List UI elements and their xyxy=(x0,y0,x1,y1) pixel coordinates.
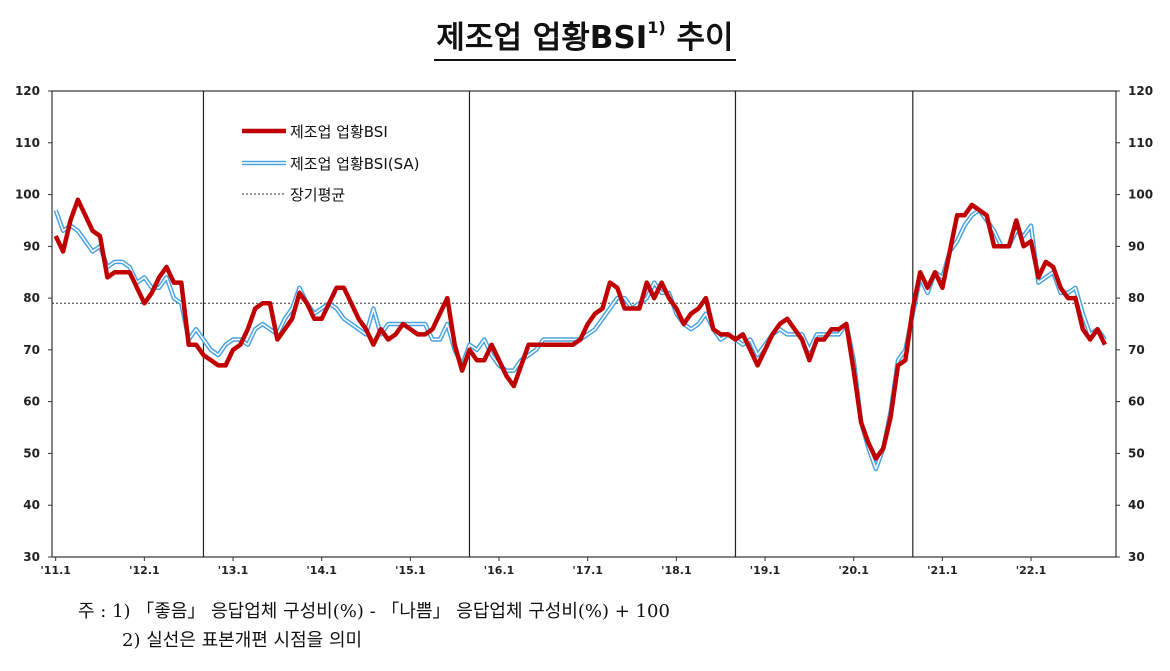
bsi-line-chart: 30 30 40 40 50 50 60 60 70 70 80 80 90 90 100 100 110 110… xyxy=(15,84,1153,577)
y-tick-label-left: 120 xyxy=(15,84,40,98)
y-tick-label-right: 120 xyxy=(1128,84,1153,98)
y-tick-label-left: 90 xyxy=(23,239,40,253)
y-tick-label-left: 40 xyxy=(23,498,40,512)
y-tick-label-right: 80 xyxy=(1128,291,1145,305)
y-tick-label-right: 90 xyxy=(1128,239,1145,253)
legend-entry-label: 제조업 업황BSI(SA) xyxy=(290,155,420,173)
y-tick-label-right: 70 xyxy=(1128,343,1145,357)
y-tick-label-right: 50 xyxy=(1128,446,1145,460)
y-tick-label-left: 100 xyxy=(15,188,40,202)
y-tick-label-right: 40 xyxy=(1128,498,1145,512)
x-tick-label: '13.1 xyxy=(218,564,249,577)
x-tick-label: '17.1 xyxy=(572,564,603,577)
x-tick-label: '22.1 xyxy=(1016,564,1047,577)
y-tick-label-left: 30 xyxy=(23,550,40,564)
x-tick-label: '15.1 xyxy=(395,564,426,577)
y-tick-label-right: 60 xyxy=(1128,395,1145,409)
chart-title: 제조업 업황BSI1) 추이 xyxy=(0,12,1170,61)
series-line-bsi xyxy=(53,197,1107,461)
x-tick-label: '16.1 xyxy=(484,564,515,577)
x-tick-label: '21.1 xyxy=(927,564,958,577)
y-tick-label-left: 50 xyxy=(23,446,40,460)
x-tick-label: '19.1 xyxy=(750,564,781,577)
y-tick-label-left: 70 xyxy=(23,343,40,357)
footnote-2: 2) 실선은 표본개편 시점을 의미 xyxy=(122,630,363,651)
chart-title-footnote-mark: 1) xyxy=(647,17,666,37)
plot-frame xyxy=(51,90,1117,558)
x-tick-label: '12.1 xyxy=(129,564,160,577)
x-tick-label: '18.1 xyxy=(661,564,692,577)
y-tick-label-left: 60 xyxy=(23,395,40,409)
y-tick-label-right: 110 xyxy=(1128,136,1153,150)
y-tick-label-right: 30 xyxy=(1128,550,1145,564)
x-tick-label: '11.1 xyxy=(40,564,71,577)
legend-entry-label: 장기평균 xyxy=(290,186,345,204)
x-tick-label: '20.1 xyxy=(838,564,869,577)
chart-title-main: 제조업 업황BSI xyxy=(436,20,648,56)
footnote-1: 주 : 1) 「좋음」 응답업체 구성비(%) - 「나쁨」 응답업체 구성비(… xyxy=(78,601,670,622)
y-tick-label-right: 100 xyxy=(1128,188,1153,202)
x-tick-label: '14.1 xyxy=(306,564,337,577)
legend-entry-label: 제조업 업황BSI xyxy=(290,123,388,141)
chart-title-suffix: 추이 xyxy=(665,20,734,56)
y-tick-label-left: 80 xyxy=(23,291,40,305)
y-tick-label-left: 110 xyxy=(15,136,40,150)
